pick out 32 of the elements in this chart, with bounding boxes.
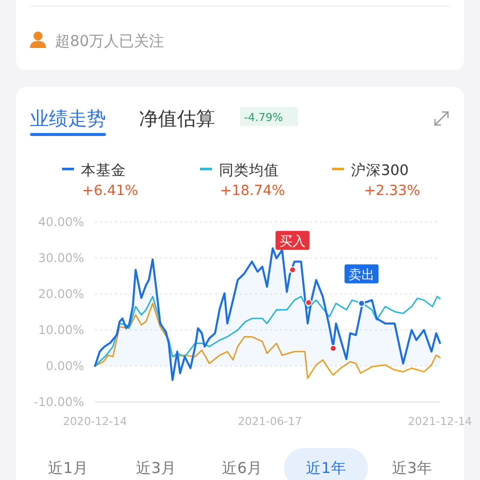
legend-label: 沪深300 [351, 162, 409, 179]
text: 近3月 [136, 459, 176, 477]
annotation: 买入 [280, 234, 306, 250]
y-tick-label: 0.00% [46, 359, 84, 373]
text: 近6月 [222, 459, 262, 477]
text: 近3年 [392, 459, 432, 477]
x-tick-label: 2020-12-14 [63, 415, 127, 428]
y-tick-label: 40.00% [38, 215, 84, 229]
text: 业绩走势 [30, 108, 106, 130]
text: 超80万人已关注 [55, 32, 164, 50]
line-series [94, 302, 441, 379]
x-tick-label: 2021-06-17 [238, 415, 302, 428]
line-series [94, 296, 441, 367]
y-tick-label: -10.00% [34, 395, 84, 409]
text: 近1年 [306, 459, 346, 477]
text: -4.79% [244, 111, 283, 124]
point [289, 266, 296, 274]
point [330, 344, 337, 352]
point [305, 299, 312, 306]
text: 净值估算 [139, 108, 215, 130]
text: 近1月 [48, 459, 88, 477]
annotation: 卖出 [348, 268, 375, 283]
legend-label: 同类均值 [219, 162, 279, 179]
text: +2.33% [364, 183, 420, 199]
legend-label: 本基金 [81, 162, 126, 179]
y-tick-label: 10.00% [38, 323, 84, 337]
y-tick-label: 30.00% [38, 251, 84, 265]
x-tick-label: 2021-12-14 [408, 415, 472, 428]
text: +6.41% [82, 183, 138, 199]
y-tick-label: 20.00% [38, 287, 84, 301]
point [358, 300, 366, 307]
text: +18.74% [220, 183, 286, 199]
